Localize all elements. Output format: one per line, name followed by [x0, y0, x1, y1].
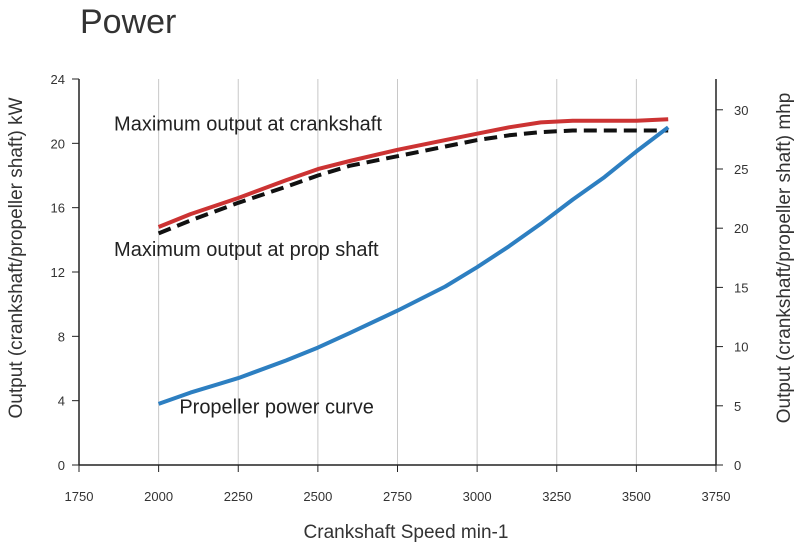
x-tick-label: 3000	[463, 489, 492, 504]
x-tick-label: 3500	[622, 489, 651, 504]
x-axis-label: Crankshaft Speed min-1	[304, 522, 509, 543]
y-right-tick-label: 0	[734, 458, 741, 473]
annotation-label: Maximum output at prop shaft	[114, 239, 379, 261]
series-line-1	[157, 128, 669, 236]
x-tick-label: 2750	[383, 489, 412, 504]
y-right-tick-label: 5	[734, 399, 741, 414]
x-tick-label: 1750	[65, 489, 94, 504]
series-line-0	[157, 117, 669, 229]
y-right-tick-label: 30	[734, 103, 748, 118]
x-tick-label: 2000	[144, 489, 173, 504]
y-right-tick-label: 20	[734, 221, 748, 236]
annotations: Maximum output at crankshaft Maximum outp…	[114, 113, 382, 418]
x-tick-label: 3750	[702, 489, 731, 504]
chart-title: Power	[80, 3, 176, 41]
y-left-tick-label: 4	[58, 394, 65, 409]
y-left-tick-label: 16	[51, 201, 65, 216]
y-left-tick-label: 24	[51, 72, 65, 87]
x-tick-label: 2250	[224, 489, 253, 504]
y-axis-right-label: Output (crankshaft/propeller shaft) mhp	[774, 93, 795, 424]
x-tick-label: 2500	[303, 489, 332, 504]
y-right-tick-label: 15	[734, 280, 748, 295]
grid-lines	[158, 79, 637, 465]
y-left-tick-label: 20	[51, 136, 65, 151]
y-right-tick-label: 10	[734, 340, 748, 355]
annotation-label: Propeller power curve	[179, 397, 374, 419]
y-right-tick-label: 25	[734, 162, 748, 177]
series-line-2	[157, 125, 670, 406]
tick-labels: 1750 2000 2250 2500 2750 3000 3250 3500 3750 0 4 8 1…	[51, 72, 749, 504]
y-left-tick-label: 12	[51, 265, 65, 280]
x-tick-label: 3250	[542, 489, 571, 504]
annotation-label: Maximum output at crankshaft	[114, 113, 382, 135]
y-left-tick-label: 0	[58, 458, 65, 473]
y-axis-left-label: Output (crankshaft/propeller shaft) kW	[6, 97, 27, 418]
axes	[72, 78, 723, 472]
series-lines	[157, 117, 670, 406]
y-left-tick-label: 8	[58, 329, 65, 344]
